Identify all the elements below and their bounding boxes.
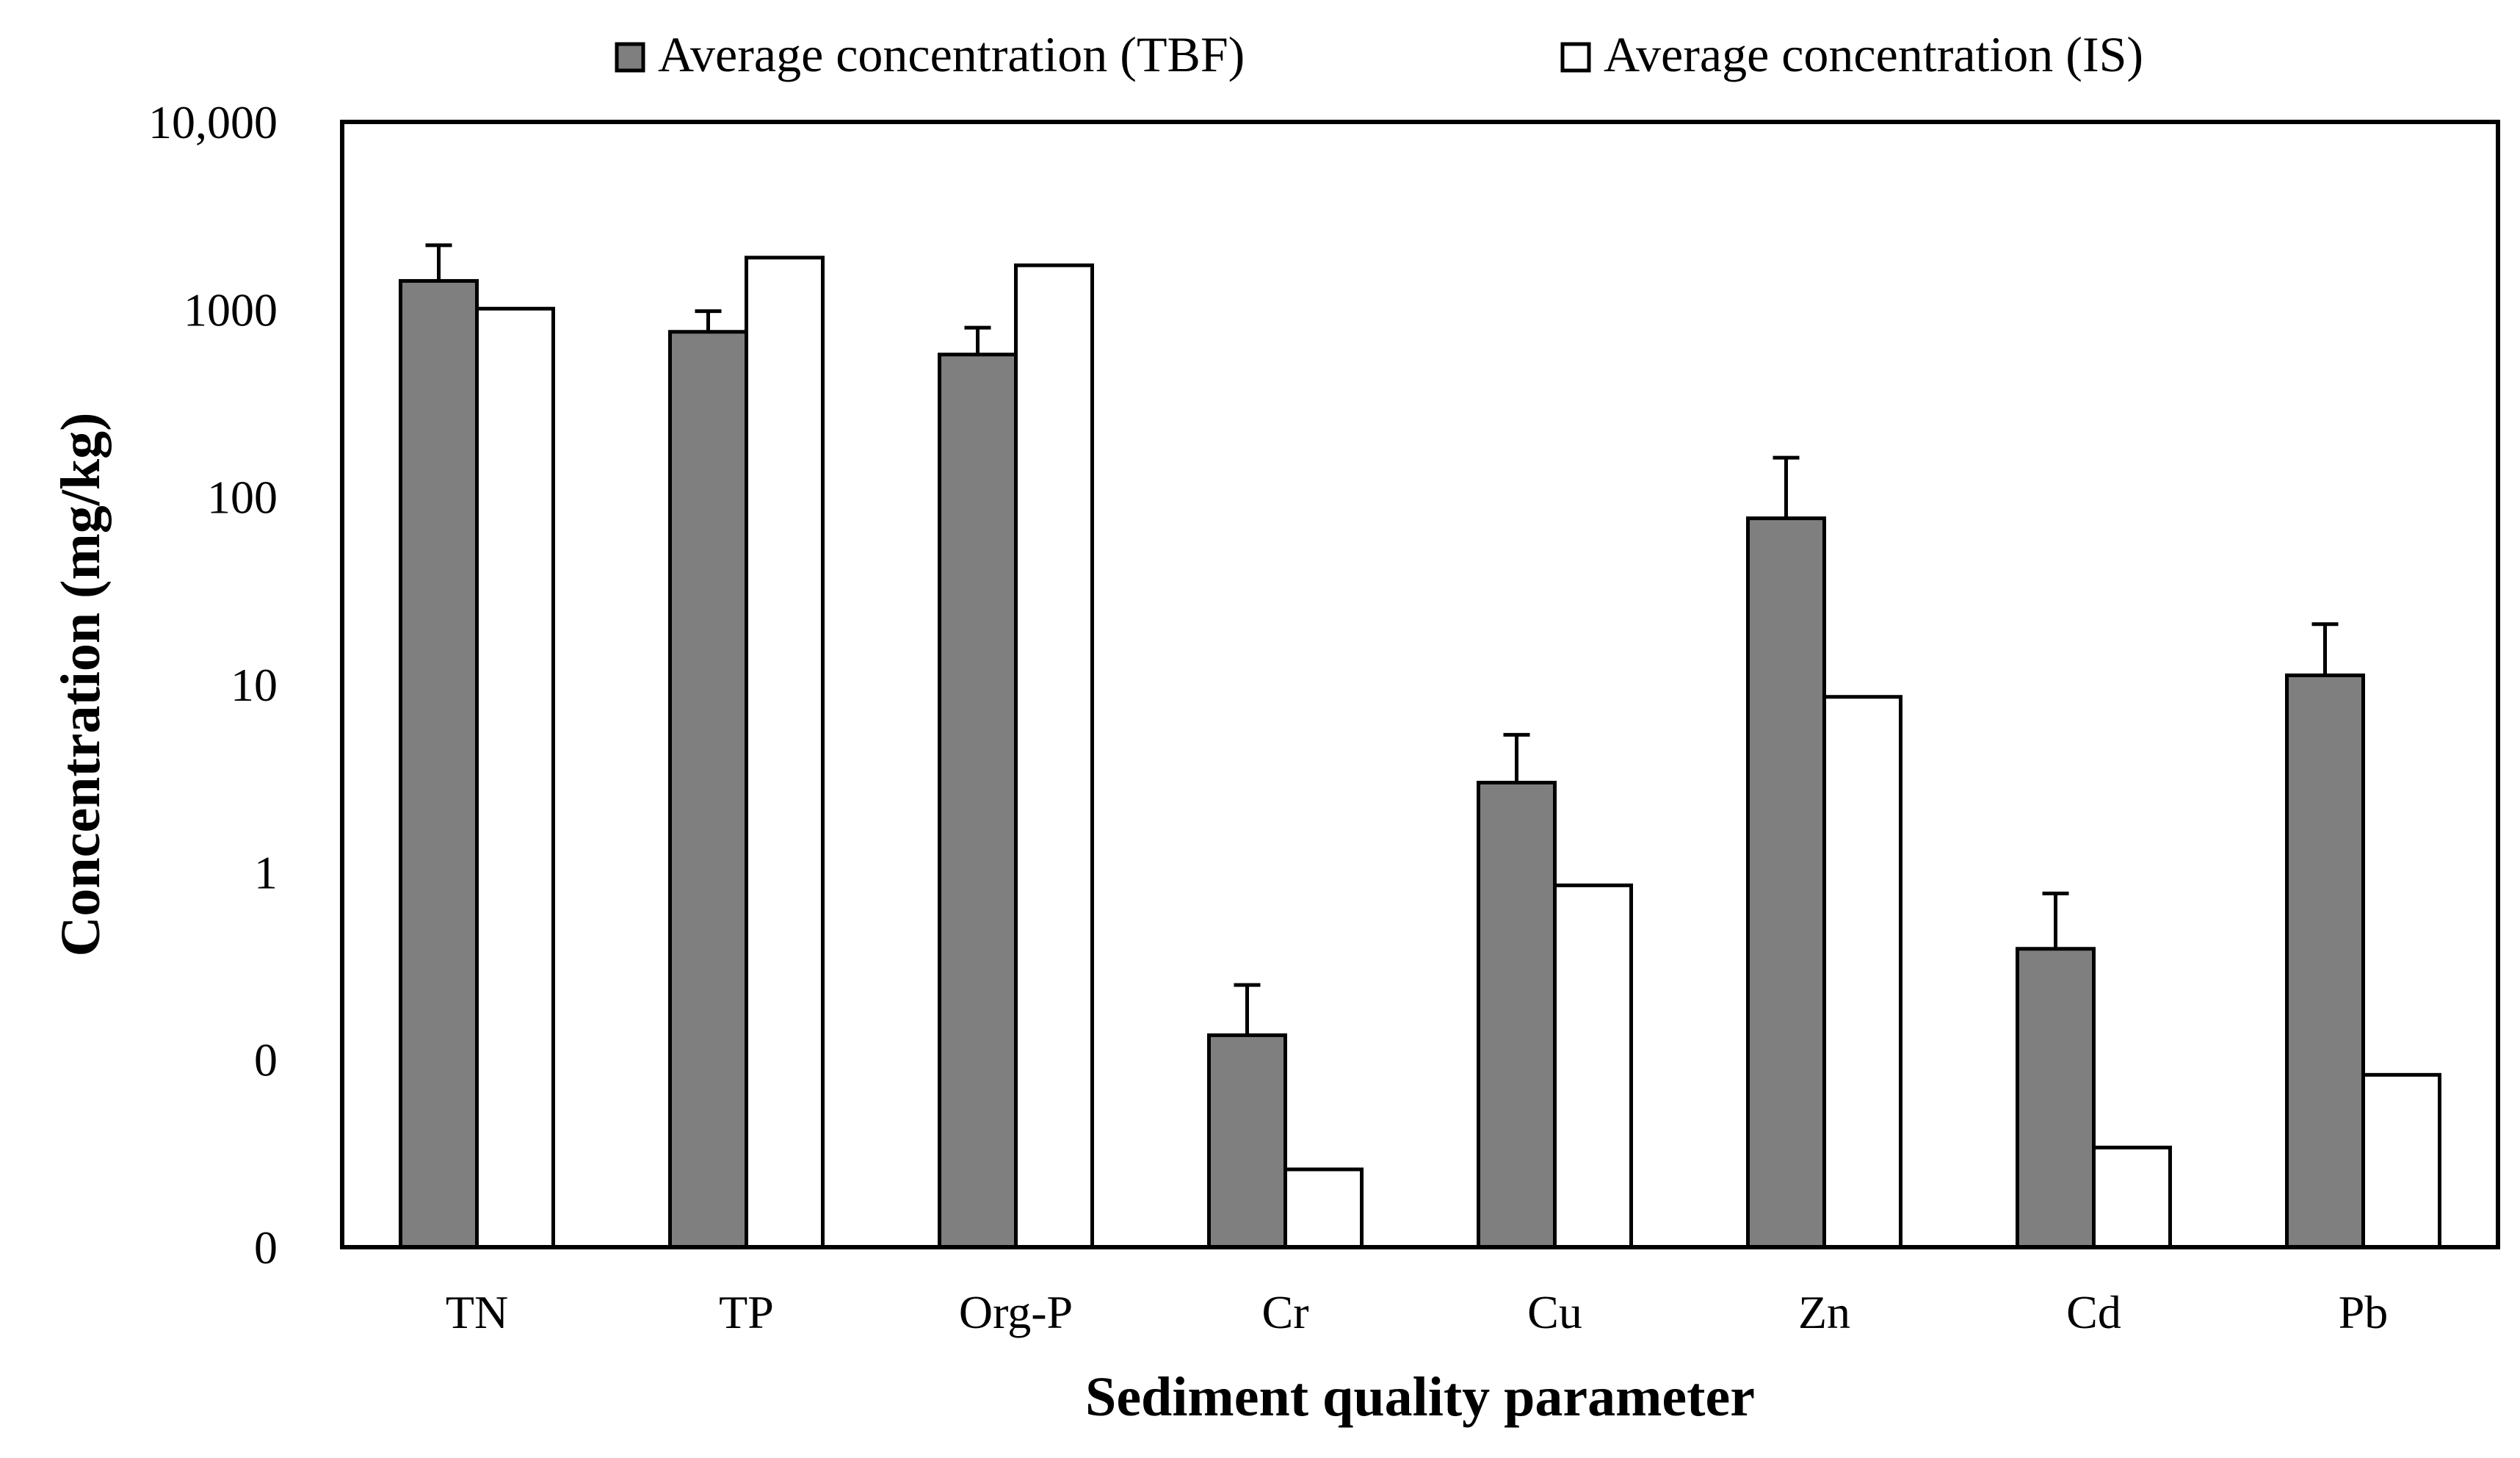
x-axis-ticks: TN TP Org-P Cr Cu Zn Cd Pb — [446, 1286, 2388, 1338]
bar-is-cu — [1553, 883, 1633, 1249]
x-tick-label: Cd — [2066, 1286, 2121, 1338]
bar-tbf-tp — [668, 330, 748, 1249]
plot-area-frame — [340, 120, 2500, 1249]
error-bar-pb — [2311, 622, 2339, 676]
bar-tbf-tn — [399, 278, 479, 1249]
error-bars-group — [425, 243, 2339, 1036]
bar-is-tn — [475, 306, 555, 1249]
y-tick-label: 0 — [254, 1221, 278, 1274]
error-bar-org-p — [964, 325, 991, 355]
bar-is-pb — [2361, 1072, 2441, 1249]
bar-tbf-cu — [1477, 781, 1557, 1249]
y-tick-label: 10 — [231, 659, 278, 711]
legend: Average concentration (TBF) Average conc… — [615, 26, 2143, 82]
x-tick-label: Org-P — [959, 1286, 1073, 1338]
error-bar-cu — [1503, 732, 1530, 783]
bar-tbf-cd — [2016, 947, 2096, 1249]
y-tick-label: 1000 — [184, 284, 278, 336]
x-tick-label: Zn — [1798, 1286, 1850, 1338]
error-bar-cd — [2042, 891, 2069, 949]
bar-tbf-pb — [2285, 673, 2365, 1249]
bar-tbf-org-p — [938, 353, 1018, 1249]
bar-is-zn — [1822, 695, 1902, 1249]
bar-tbf-zn — [1746, 516, 1826, 1249]
x-tick-label: TN — [446, 1286, 508, 1338]
legend-label-is: Average concentration (IS) — [1604, 26, 2143, 82]
y-axis-title: Concentration (mg/kg) — [50, 413, 112, 957]
x-axis-title: Sediment quality parameter — [1085, 1366, 1755, 1428]
bar-is-cd — [2092, 1145, 2172, 1249]
bars-group — [399, 256, 2441, 1249]
y-tick-label: 10,000 — [148, 96, 278, 148]
x-tick-label: Pb — [2339, 1286, 2389, 1338]
error-bar-cr — [1234, 983, 1261, 1036]
y-axis-ticks: 0 0 1 10 100 1000 10,000 — [148, 96, 278, 1274]
legend-swatch-is — [1560, 42, 1591, 73]
bar-is-cr — [1283, 1167, 1364, 1249]
x-tick-label: TP — [719, 1286, 774, 1338]
error-bar-zn — [1773, 455, 1800, 519]
bar-tbf-cr — [1207, 1033, 1287, 1249]
error-bar-tn — [425, 243, 452, 281]
x-tick-label: Cr — [1262, 1286, 1309, 1338]
bar-is-org-p — [1014, 263, 1094, 1249]
y-tick-label: 0 — [254, 1034, 278, 1086]
x-tick-label: Cu — [1527, 1286, 1582, 1338]
legend-swatch-tbf — [615, 42, 645, 73]
y-tick-label: 1 — [254, 846, 278, 898]
bar-is-tp — [745, 256, 825, 1249]
error-bar-tp — [695, 309, 722, 332]
y-tick-label: 100 — [207, 472, 278, 524]
legend-label-tbf: Average concentration (TBF) — [658, 26, 1245, 82]
